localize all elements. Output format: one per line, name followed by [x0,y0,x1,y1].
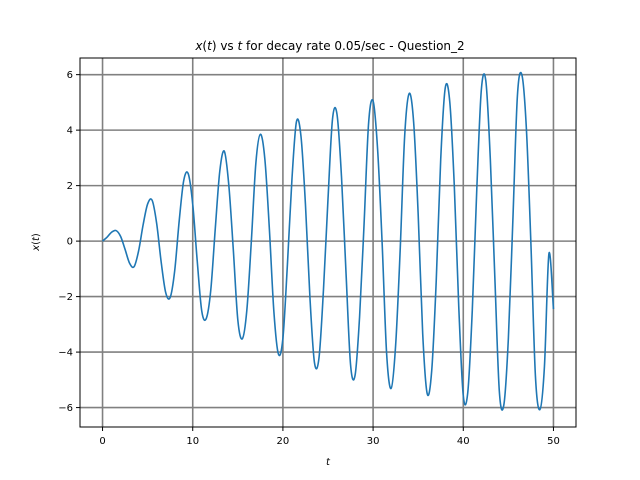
series-layer [102,71,555,411]
y-tick-label: −4 [58,348,73,359]
x-tick-label: 30 [367,436,380,447]
title-paren-open: ( [202,39,207,53]
grid [80,58,576,427]
ylabel-t: t [31,236,42,241]
title-mid: vs [217,39,238,53]
y-tick-label: 6 [67,70,73,81]
y-axis-label: x(t) [31,233,42,252]
x-axis-label: t [326,457,331,468]
y-tick-label: −6 [58,403,73,414]
title-paren-close: ) [212,39,217,53]
y-tick-label: 2 [67,181,73,192]
chart-title: x(t) vs t for decay rate 0.05/sec - Ques… [194,39,464,53]
plot-frame [79,57,577,428]
y-axis-ticks: −6 −4 −2 0 2 4 6 [58,70,80,414]
y-tick-label: 4 [67,126,73,137]
x-tick-label: 50 [547,436,560,447]
x-tick-label: 0 [99,436,105,447]
title-t1: t [207,39,213,53]
title-var: x [194,39,203,53]
y-tick-label: −2 [58,292,73,303]
ylabel-paren-open: ( [31,241,42,245]
y-tick-label: 0 [67,237,73,248]
ylabel-var: x [31,245,42,252]
x-axis-ticks: 0 10 20 30 40 50 [99,427,560,447]
x-tick-label: 10 [186,436,199,447]
ylabel-paren-close: ) [31,233,42,237]
x-tick-label: 20 [277,436,290,447]
series-line-0 [102,71,555,411]
title-rest: for decay rate 0.05/sec - Question_2 [242,39,464,53]
title-t2: t [238,39,244,53]
x-tick-label: 40 [457,436,470,447]
